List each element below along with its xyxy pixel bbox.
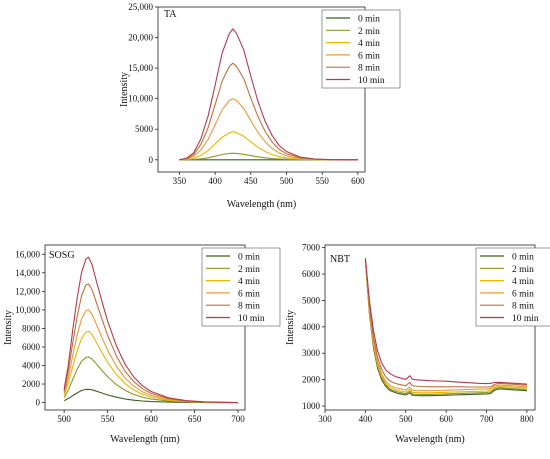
ta-x-tick-label: 450 [244,176,258,186]
nbt-series-2-min [364,260,527,395]
sosg-y-tick-label: 16,000 [15,249,40,259]
nbt-x-tick-label: 800 [520,414,534,424]
ta-legend: 0 min 2 min 4 min 6 min 8 min 10 min [321,9,401,89]
panel-ta: 350 400 450 500 550 600 0 5000 10,000 15,000 20,00… [119,2,401,210]
sosg-legend-box [201,247,281,327]
ta-x-axis-title: Wavelength (nm) [227,199,296,210]
nbt-x-axis-title: Wavelength (nm) [395,434,464,445]
sosg-x-tick-label: 600 [144,414,158,424]
ta-y-tick-label: 5000 [135,124,154,134]
sosg-y-tick-label: 10,000 [15,305,40,315]
sosg-legend-label: 0 min [238,253,260,263]
sosg-legend-label: 2 min [238,265,260,275]
ta-legend-label: 2 min [358,27,380,37]
sosg-y-tick-label: 12,000 [15,286,40,296]
nbt-series-6-min [364,259,527,392]
nbt-y-axis-title: Intensity [285,310,296,345]
ta-y-tick-label: 10,000 [128,94,153,104]
nbt-panel-title: NBT [330,254,350,265]
sosg-y-axis-title: Intensity [3,310,14,345]
ta-series-10-min [179,28,358,161]
panel-sosg: 500 550 600 650 700 0 2000 4000 6000 8000 10,000 12… [3,244,281,445]
nbt-legend-label: 2 min [512,265,534,275]
sosg-legend-label: 10 min [238,314,265,324]
nbt-series-4-min [364,259,527,394]
nbt-y-tick-label: 5000 [302,295,321,305]
nbt-series-10-min [364,258,527,385]
nbt-legend-label: 4 min [512,277,534,287]
sosg-panel-title: SOSG [49,250,75,261]
ta-x-tick-label: 500 [280,176,294,186]
nbt-legend: 0 min 2 min 4 min 6 min 8 min 10 min [475,247,550,327]
nbt-legend-label: 0 min [512,253,534,263]
panel-nbt: 300 400 500 600 700 800 1000 2000 3000 4000 5000 60… [285,243,550,445]
sosg-series-8-min [63,283,239,404]
nbt-legend-box [475,247,550,327]
sosg-x-tick-label: 650 [188,414,202,424]
ta-y-tick-label: 0 [149,155,154,165]
ta-legend-box [321,9,401,89]
ta-legend-label: 8 min [358,64,380,74]
nbt-series-0-min [364,260,527,397]
sosg-legend-label: 6 min [238,289,260,299]
sosg-legend-label: 8 min [238,302,260,312]
nbt-legend-label: 10 min [512,314,539,324]
ta-x-tick-label: 350 [173,176,187,186]
sosg-series-0-min [63,388,238,404]
sosg-x-axis-title: Wavelength (nm) [110,434,179,445]
sosg-y-tick-label: 8000 [22,323,41,333]
ta-legend-label: 0 min [358,15,380,25]
nbt-y-tick-label: 3000 [302,348,321,358]
nbt-series-8-min [364,258,527,388]
sosg-y-tick-label: 14,000 [15,268,40,278]
ta-x-tick-label: 600 [351,176,365,186]
nbt-x-tick-label: 700 [480,414,494,424]
ta-x-tick-label: 550 [315,176,329,186]
sosg-series-10-min [63,256,239,404]
nbt-plot-frame [324,244,536,411]
ta-y-axis-title: Intensity [119,72,130,107]
ta-legend-label: 10 min [358,76,385,86]
nbt-y-tick-label: 2000 [302,375,321,385]
ta-panel-title: TA [164,9,177,20]
ta-plot-frame [157,6,366,173]
nbt-x-tick-label: 300 [318,414,332,424]
sosg-y-tick-label: 4000 [22,361,41,371]
nbt-y-tick-label: 4000 [302,322,321,332]
ta-x-tick-label: 400 [208,176,222,186]
nbt-legend-label: 8 min [512,302,534,312]
sosg-y-tick-label: 6000 [22,342,41,352]
nbt-y-tick-label: 7000 [302,243,321,253]
nbt-y-tick-label: 1000 [302,401,321,411]
sosg-series-6-min [63,309,239,404]
ta-y-tick-label: 15,000 [128,63,153,73]
nbt-x-tick-label: 400 [359,414,373,424]
ta-legend-label: 4 min [358,39,380,49]
nbt-legend-label: 6 min [512,289,534,299]
sosg-legend: 0 min 2 min 4 min 6 min 8 min 10 min [201,247,281,327]
sosg-y-tick-label: 0 [36,398,41,408]
sosg-x-tick-label: 700 [231,414,245,424]
nbt-y-tick-label: 6000 [302,269,321,279]
ta-y-tick-label: 20,000 [128,33,153,43]
ta-legend-label: 6 min [358,51,380,61]
sosg-x-tick-label: 500 [57,414,71,424]
nbt-x-tick-label: 500 [399,414,413,424]
ta-y-tick-label: 25,000 [128,2,153,12]
sosg-plot-frame [44,244,246,411]
sosg-y-tick-label: 2000 [22,379,41,389]
sosg-x-tick-label: 550 [101,414,115,424]
nbt-x-tick-label: 600 [439,414,453,424]
sosg-legend-label: 4 min [238,277,260,287]
ta-series-2-min [179,152,358,161]
